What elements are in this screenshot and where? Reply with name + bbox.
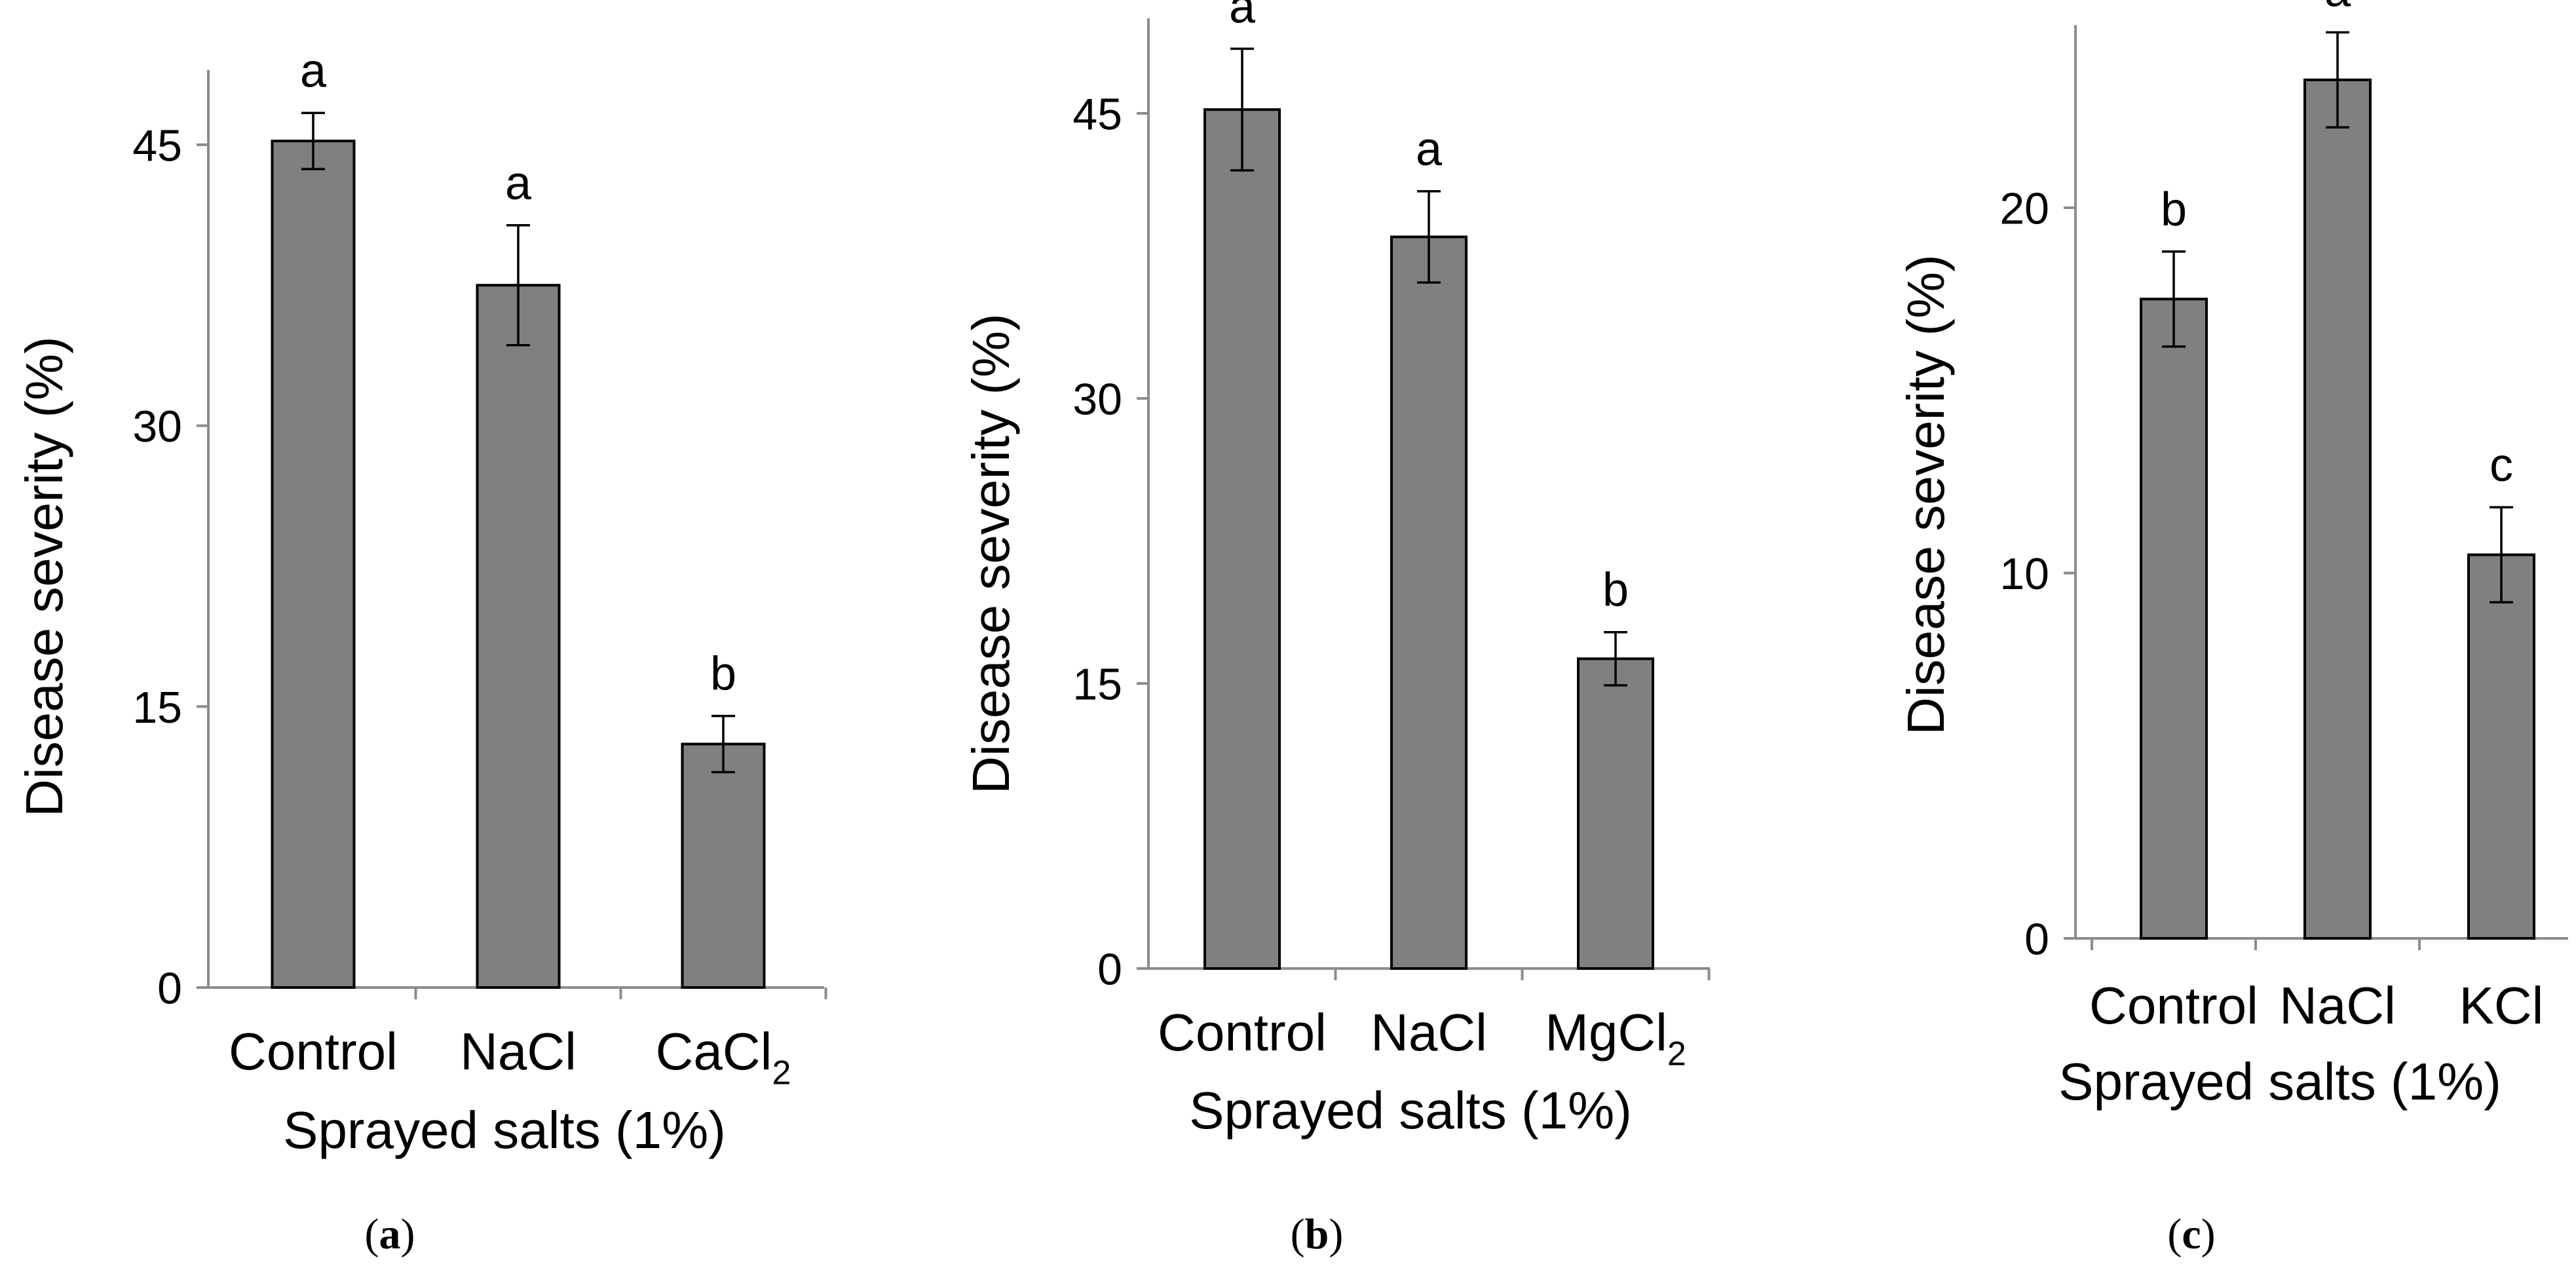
panel-label-letter: a <box>379 1210 401 1258</box>
category-label: NaCl <box>460 1022 577 1081</box>
category-label: NaCl <box>1371 1003 1487 1062</box>
y-axis-title: Disease severity (%) <box>962 313 1020 794</box>
significance-letter: b <box>710 648 736 700</box>
y-tick-label: 45 <box>1072 89 1122 139</box>
category-label-subscript: 2 <box>1667 1035 1686 1073</box>
bar <box>476 284 561 989</box>
significance-letter: b <box>2161 183 2187 236</box>
bar <box>2140 297 2208 940</box>
y-tick-label: 15 <box>1072 659 1122 709</box>
panel-label: (b) <box>1291 1210 1344 1258</box>
bar <box>2467 553 2535 940</box>
bar <box>1577 657 1654 970</box>
y-tick-label: 0 <box>2024 914 2049 964</box>
bar <box>681 742 766 989</box>
y-tick-label: 30 <box>132 402 182 451</box>
panel-label-letter: c <box>2182 1210 2201 1258</box>
significance-letter: a <box>1229 0 1256 33</box>
panel-label: (c) <box>2167 1210 2215 1258</box>
x-axis-title: Sprayed salts (1%) <box>2058 1052 2501 1111</box>
bar <box>1390 235 1468 970</box>
category-label: MgCl2 <box>1545 1003 1686 1073</box>
y-tick-label: 0 <box>157 963 182 1013</box>
significance-letter: b <box>1602 564 1629 617</box>
y-axis-title: Disease severity (%) <box>15 336 73 817</box>
panel-label-letter: b <box>1305 1210 1329 1258</box>
y-axis-title: Disease severity (%) <box>1897 254 1955 735</box>
category-label-subscript: 2 <box>772 1054 791 1092</box>
y-tick-label: 10 <box>1999 549 2049 599</box>
chart-panel-c: 0 10 20 b Control a NaCl c KCl Sprayed salts (1%)… <box>1897 0 2568 1258</box>
y-tick-label: 0 <box>1097 944 1122 994</box>
y-tick-label: 30 <box>1072 374 1122 424</box>
category-label: KCl <box>2459 976 2544 1035</box>
x-axis-title: Sprayed salts (1%) <box>1189 1081 1632 1140</box>
significance-letter: a <box>2324 0 2351 16</box>
y-tick-label: 15 <box>132 683 182 733</box>
significance-letter: a <box>300 45 327 97</box>
chart-panel-b: 0 15 30 45 a Control a NaCl b MgCl2 Sprayed salts … <box>962 0 1711 1258</box>
bar <box>2303 78 2372 940</box>
category-label: Control <box>1158 1003 1327 1062</box>
category-label: Control <box>229 1022 398 1081</box>
category-label: Control <box>2089 976 2258 1035</box>
significance-letter: a <box>505 157 532 210</box>
y-tick-label: 45 <box>132 121 182 170</box>
chart-panel-a: 0 15 30 45 a Control a NaCl b CaCl2 Sprayed salts … <box>15 45 827 1258</box>
significance-letter: c <box>2490 439 2513 491</box>
bar <box>271 140 356 989</box>
bar <box>1203 108 1281 970</box>
category-label: CaCl2 <box>656 1022 791 1092</box>
category-label: NaCl <box>2279 976 2396 1035</box>
panel-label: (a) <box>365 1210 415 1258</box>
significance-letter: a <box>1416 123 1443 176</box>
x-axis-title: Sprayed salts (1%) <box>283 1101 726 1159</box>
y-tick-label: 20 <box>1999 183 2049 233</box>
